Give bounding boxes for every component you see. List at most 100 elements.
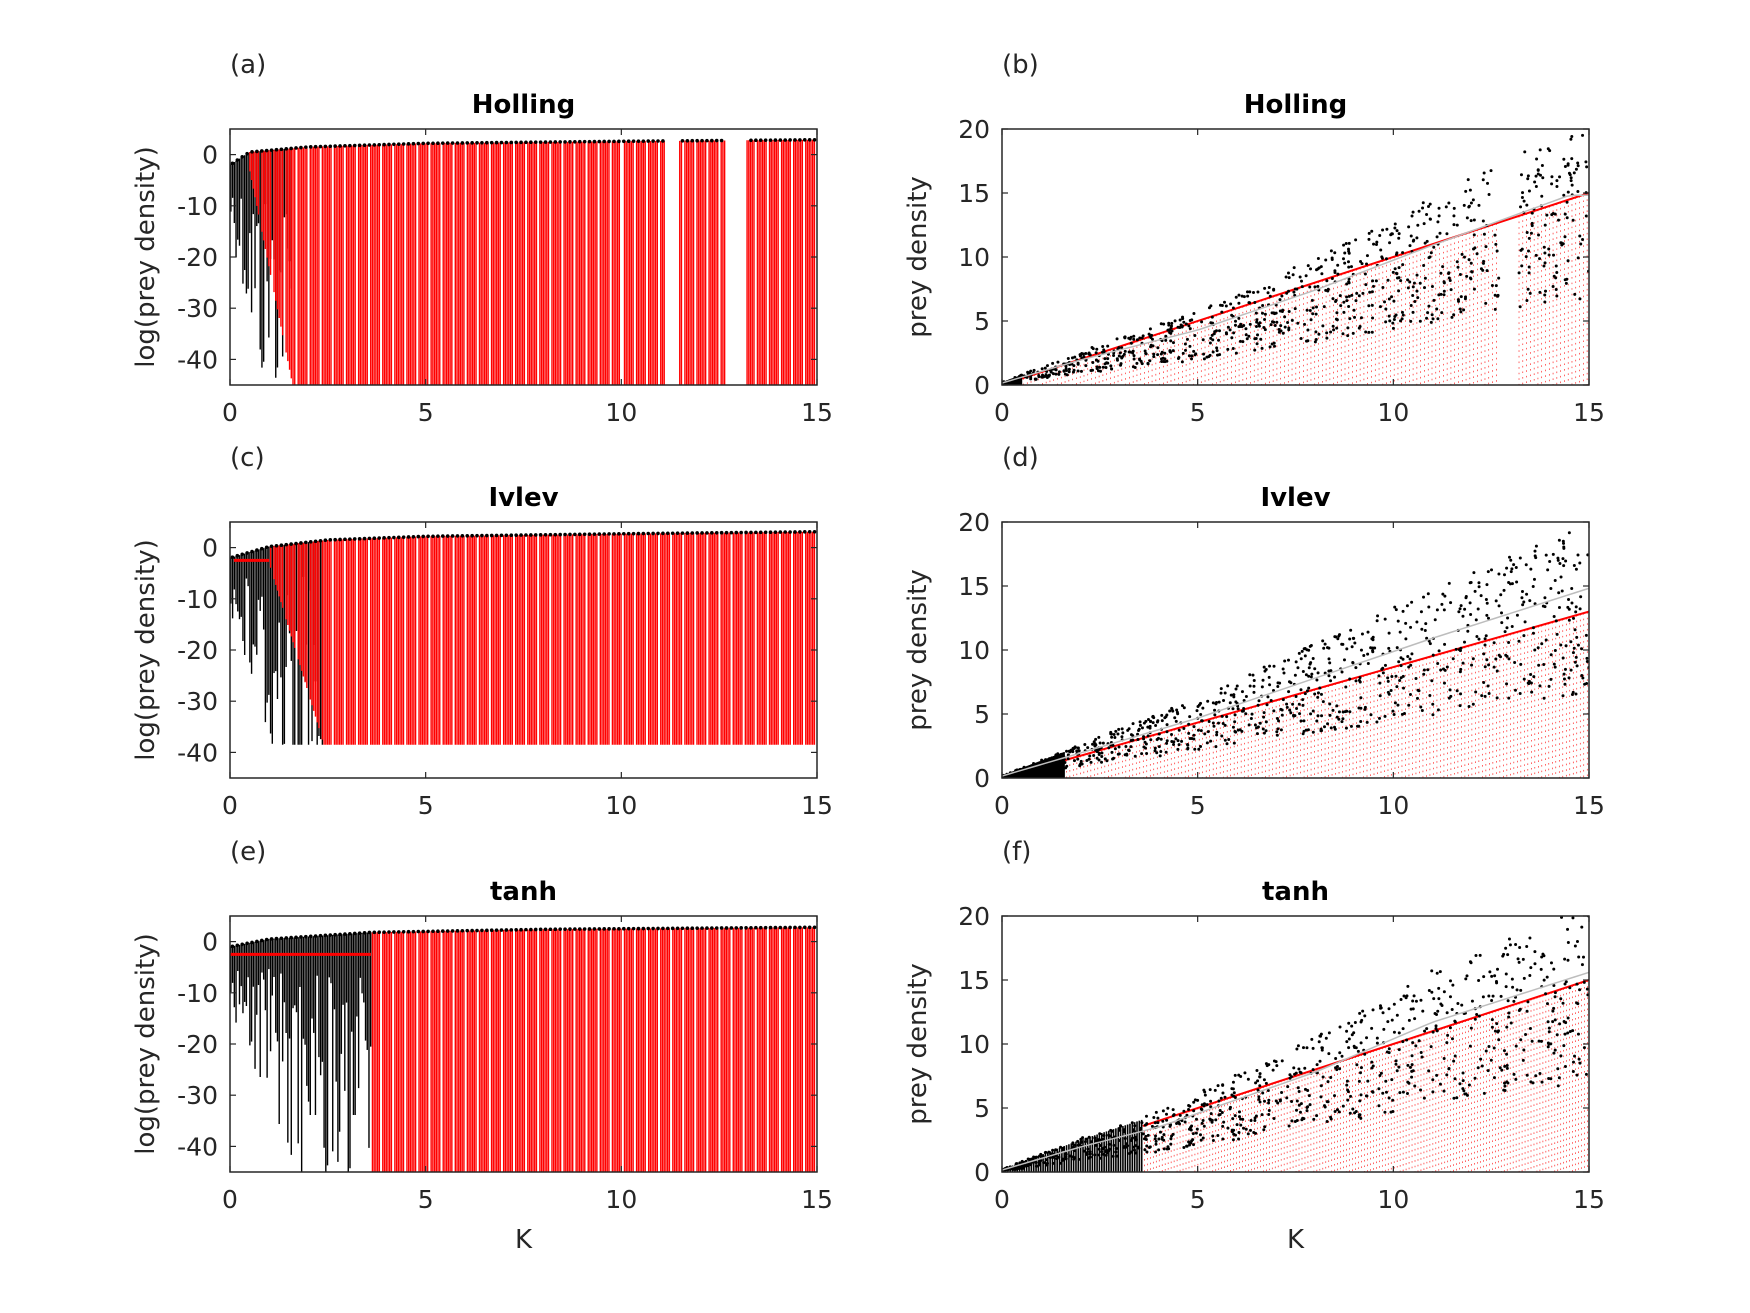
x-axis-label: K	[1287, 1225, 1305, 1255]
black-orbit-dot	[1401, 674, 1405, 678]
black-orbit-dot	[1170, 706, 1174, 710]
black-orbit-dot	[1255, 320, 1259, 324]
black-orbit-dot	[1144, 1134, 1148, 1138]
black-orbit-dot	[1449, 979, 1453, 983]
black-orbit-dot	[1461, 1079, 1465, 1083]
black-orbit-dot	[1097, 751, 1101, 755]
upper-envelope-dot	[675, 926, 680, 931]
black-orbit-dot	[1422, 222, 1426, 226]
black-orbit-dot	[1559, 997, 1563, 1001]
black-orbit-dot	[1396, 619, 1400, 623]
black-orbit-dot	[1502, 1049, 1506, 1053]
upper-envelope-dot	[255, 548, 259, 552]
black-orbit-dot	[1566, 259, 1570, 263]
black-orbit-dot	[1208, 1088, 1212, 1092]
black-orbit-dot	[1298, 1110, 1302, 1114]
black-orbit-dot	[1194, 1117, 1198, 1121]
black-orbit-dot	[1381, 1011, 1385, 1015]
black-orbit-dot	[1549, 961, 1553, 965]
black-orbit-dot	[1340, 642, 1344, 646]
black-orbit-dot	[1343, 251, 1347, 255]
black-orbit-dot	[1098, 741, 1102, 745]
black-orbit-dot	[1242, 707, 1246, 711]
black-orbit-dot	[1277, 327, 1281, 331]
black-orbit-dot	[1184, 348, 1188, 352]
black-orbit-dot	[1540, 955, 1544, 959]
black-orbit-dot	[1288, 708, 1292, 712]
black-orbit-dot	[1391, 321, 1395, 325]
black-orbit-dot	[1544, 638, 1548, 642]
upper-envelope-dot	[739, 530, 743, 535]
black-orbit-dot	[1297, 1103, 1301, 1107]
black-orbit-dot	[1508, 943, 1512, 947]
black-orbit-dot	[1505, 682, 1509, 686]
y-tick-label: 0	[974, 371, 990, 400]
upper-envelope-dot	[504, 140, 509, 145]
black-orbit-dot	[1200, 1103, 1204, 1107]
black-orbit-dot	[1154, 1150, 1158, 1154]
black-orbit-dot	[1534, 544, 1538, 548]
black-orbit-dot	[1567, 171, 1571, 175]
black-orbit-dot	[1237, 1137, 1241, 1141]
black-orbit-dot	[1482, 259, 1486, 263]
upper-envelope-dot	[372, 143, 377, 147]
black-orbit-dot	[1563, 212, 1567, 216]
upper-envelope-dot	[401, 535, 406, 539]
black-orbit-dot	[1087, 757, 1091, 761]
black-orbit-dot	[1110, 367, 1114, 371]
upper-envelope-dot	[289, 542, 293, 546]
black-orbit-dot	[1342, 310, 1346, 314]
black-orbit-dot	[1579, 595, 1583, 599]
black-orbit-dot	[1547, 684, 1551, 688]
black-orbit-dot	[1240, 294, 1244, 298]
black-orbit-dot	[1554, 288, 1558, 292]
upper-envelope-dot	[279, 936, 284, 941]
black-orbit-dot	[1533, 962, 1537, 966]
upper-envelope-dot	[440, 534, 445, 538]
black-orbit-dot	[1425, 1027, 1429, 1031]
black-orbit-dot	[1077, 749, 1081, 753]
black-orbit-dot	[1408, 657, 1412, 661]
black-orbit-dot	[1389, 688, 1393, 692]
black-orbit-dot	[1267, 285, 1271, 289]
black-orbit-dot	[1257, 1097, 1261, 1101]
black-orbit-dot	[1348, 1111, 1352, 1115]
black-orbit-dot	[1448, 1026, 1452, 1030]
black-orbit-dot	[1206, 699, 1210, 703]
black-orbit-dot	[1359, 720, 1363, 724]
black-orbit-dot	[1564, 559, 1568, 563]
black-orbit-dot	[1303, 1066, 1307, 1070]
black-orbit-dot	[1287, 276, 1291, 280]
black-orbit-dot	[1244, 1127, 1248, 1131]
black-orbit-dot	[1102, 350, 1106, 354]
black-orbit-dot	[1165, 1118, 1169, 1122]
black-orbit-dot	[1542, 245, 1546, 249]
black-orbit-dot	[1393, 222, 1397, 226]
black-orbit-dot	[1432, 245, 1436, 249]
y-axis-label: log(prey density)	[131, 933, 161, 1155]
upper-envelope-dot	[758, 138, 763, 142]
black-orbit-dot	[1568, 1030, 1572, 1034]
black-orbit-dot	[1401, 1090, 1405, 1094]
black-orbit-dot	[1538, 1071, 1542, 1075]
upper-envelope-dot	[587, 927, 592, 931]
black-orbit-dot	[1401, 313, 1405, 317]
upper-envelope-dot	[793, 138, 797, 142]
y-tick-label: 5	[974, 700, 990, 729]
black-orbit-dot	[1285, 705, 1289, 709]
black-orbit-dot	[1126, 728, 1130, 732]
upper-envelope-dot	[607, 532, 611, 536]
black-orbit-dot	[1209, 1099, 1213, 1103]
upper-envelope-dot	[582, 927, 587, 931]
black-orbit-dot	[1354, 299, 1358, 303]
black-orbit-dot	[1296, 321, 1300, 325]
x-tick-label: 15	[1573, 398, 1605, 427]
black-orbit-dot	[1279, 324, 1283, 328]
upper-envelope-dot	[480, 928, 484, 933]
black-orbit-dot	[1530, 1039, 1534, 1043]
black-orbit-dot	[1081, 352, 1085, 356]
black-orbit-dot	[1462, 203, 1466, 207]
black-orbit-dot	[1255, 726, 1259, 730]
black-orbit-dot	[1051, 361, 1055, 365]
upper-envelope-dot	[416, 534, 421, 539]
